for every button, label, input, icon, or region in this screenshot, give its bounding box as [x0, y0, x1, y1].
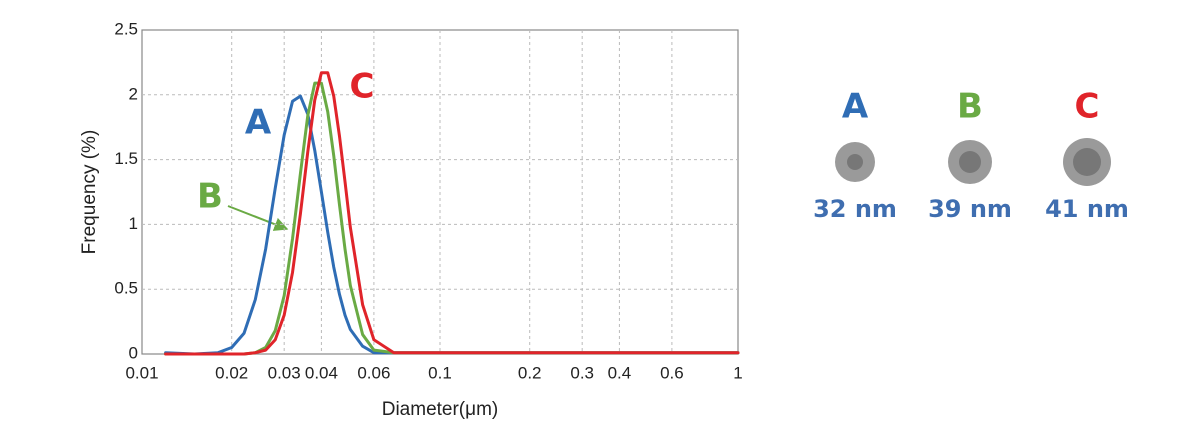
- y-tick-label: 2: [129, 84, 138, 103]
- y-tick-label: 1.5: [114, 149, 138, 168]
- x-tick-label: 0.1: [428, 363, 452, 382]
- x-tick-label: 0.02: [215, 363, 248, 382]
- x-axis-label: Diameter(μm): [382, 399, 499, 420]
- particle-core: [1073, 148, 1101, 176]
- particle-size: 32 nm: [813, 195, 897, 223]
- y-tick-label: 1: [129, 214, 138, 233]
- x-tick-label: 0.4: [608, 363, 632, 382]
- particle-label: C: [1075, 87, 1100, 127]
- series-line: [164, 71, 740, 356]
- x-tick-label: 1: [733, 363, 742, 382]
- x-tick-label: 0.3: [570, 363, 594, 382]
- annotation-arrow: [227, 205, 289, 231]
- particle-core: [847, 154, 863, 170]
- y-tick-label: 0: [129, 343, 138, 362]
- series-label: C: [350, 67, 375, 107]
- x-tick-label: 0.2: [518, 363, 542, 382]
- y-tick-label: 2.5: [114, 19, 138, 38]
- x-tick-label: 0.03: [268, 363, 301, 382]
- particle-label: B: [957, 87, 983, 127]
- particle-core: [959, 151, 981, 173]
- x-tick-label: 0.04: [305, 363, 338, 382]
- x-tick-label: 0.06: [357, 363, 390, 382]
- y-tick-label: 0.5: [114, 279, 138, 298]
- series-label: A: [245, 103, 272, 143]
- x-tick-label: 0.6: [660, 363, 684, 382]
- y-axis-label: Frequency (%): [79, 130, 100, 255]
- particle-size: 41 nm: [1045, 195, 1129, 223]
- particle-label: A: [842, 87, 869, 127]
- particle-size: 39 nm: [928, 195, 1012, 223]
- series-label: B: [197, 177, 223, 217]
- x-tick-label: 0.01: [125, 363, 158, 382]
